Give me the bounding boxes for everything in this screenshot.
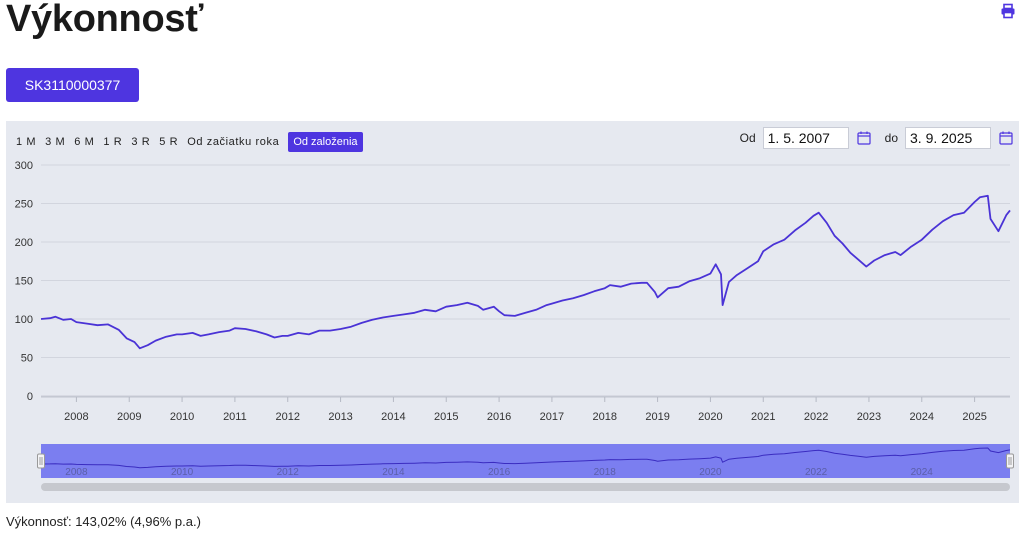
x-tick-label: 2022 <box>804 411 828 423</box>
calendar-icon[interactable] <box>857 131 871 145</box>
date-range: Od do <box>740 127 1013 149</box>
range-button-ytd[interactable]: Od začiatku roka <box>187 132 279 152</box>
navigator-tick-label: 2010 <box>171 467 194 478</box>
navigator-window <box>41 444 1010 478</box>
navigator-handle[interactable] <box>37 453 45 469</box>
x-tick-label: 2008 <box>64 411 88 423</box>
chart-panel: 1 M 3 M 6 M 1 R 3 R 5 R Od začiatku roka… <box>6 121 1019 503</box>
navigator-series-line <box>40 447 1011 469</box>
range-button-1r[interactable]: 1 R <box>103 132 122 152</box>
date-to-label: do <box>884 131 898 145</box>
navigator-tick-label: 2012 <box>277 467 300 478</box>
x-tick-label: 2016 <box>487 411 511 423</box>
x-tick-label: 2011 <box>223 411 247 423</box>
date-from-input[interactable] <box>762 127 849 149</box>
x-tick-label: 2017 <box>540 411 564 423</box>
isin-button[interactable]: SK3110000377 <box>6 68 139 102</box>
y-tick-label: 150 <box>15 276 33 288</box>
x-tick-label: 2020 <box>698 411 722 423</box>
x-tick-label: 2018 <box>593 411 617 423</box>
range-button-3m[interactable]: 3 M <box>45 132 65 152</box>
y-tick-label: 250 <box>15 199 33 211</box>
x-tick-label: 2009 <box>117 411 141 423</box>
y-tick-label: 200 <box>15 237 33 249</box>
navigator-tick-label: 2014 <box>382 467 405 478</box>
navigator-handle[interactable] <box>1006 453 1014 469</box>
range-button-inception[interactable]: Od založenia <box>288 132 363 152</box>
date-to-input[interactable] <box>905 127 991 149</box>
calendar-icon[interactable] <box>999 131 1013 145</box>
page-title: Výkonnosť <box>6 0 204 40</box>
x-tick-label: 2023 <box>857 411 881 423</box>
navigator-tick-label: 2022 <box>805 467 828 478</box>
printer-icon[interactable] <box>1000 3 1016 19</box>
x-tick-label: 2025 <box>962 411 986 423</box>
navigator-tick-label: 2008 <box>65 467 88 478</box>
range-selector: 1 M 3 M 6 M 1 R 3 R 5 R Od začiatku roka… <box>16 132 372 152</box>
range-button-5r[interactable]: 5 R <box>159 132 178 152</box>
performance-chart[interactable]: 0 50 100 150 200 250 300 2008 2009 2010 2011 2012 20… <box>6 121 1019 503</box>
x-tick-label: 2015 <box>434 411 458 423</box>
y-tick-label: 0 <box>27 391 33 403</box>
date-from-label: Od <box>739 131 756 145</box>
x-tick-label: 2013 <box>328 411 352 423</box>
x-tick-label: 2024 <box>910 411 934 423</box>
x-tick-label: 2021 <box>751 411 775 423</box>
x-tick-label: 2014 <box>381 411 405 423</box>
x-tick-label: 2012 <box>275 411 299 423</box>
navigator-tick-label: 2024 <box>911 467 934 478</box>
range-button-1m[interactable]: 1 M <box>16 132 36 152</box>
x-tick-label: 2019 <box>645 411 669 423</box>
navigator-tick-label: 2016 <box>488 467 511 478</box>
performance-summary: Výkonnosť: 143,02% (4,96% p.a.) <box>6 514 201 529</box>
navigator-scrollbar[interactable] <box>41 483 1010 491</box>
series-line <box>40 194 1011 350</box>
y-tick-label: 50 <box>21 353 33 365</box>
range-button-3r[interactable]: 3 R <box>131 132 150 152</box>
y-tick-label: 300 <box>15 160 33 172</box>
range-button-6m[interactable]: 6 M <box>74 132 94 152</box>
y-tick-label: 100 <box>15 314 33 326</box>
navigator-tick-label: 2020 <box>699 467 722 478</box>
navigator-tick-label: 2018 <box>594 467 617 478</box>
x-tick-label: 2010 <box>170 411 194 423</box>
